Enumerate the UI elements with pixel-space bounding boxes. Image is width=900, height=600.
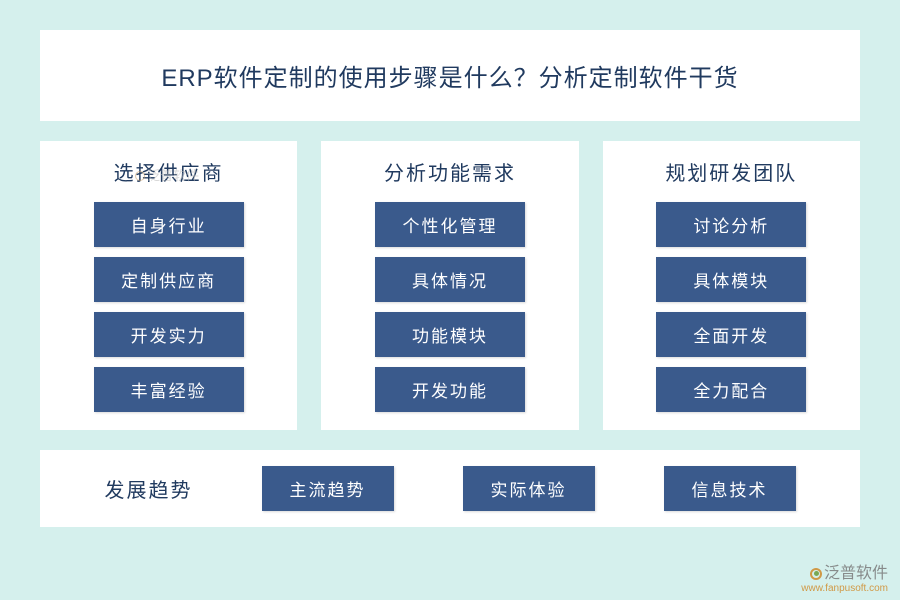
logo-icon <box>810 568 822 580</box>
footer-item-2: 实际体验 <box>463 466 595 511</box>
column-1-item-3: 开发实力 <box>94 312 244 357</box>
column-3-title: 规划研发团队 <box>665 157 797 186</box>
footer-panel: 发展趋势 主流趋势 实际体验 信息技术 <box>40 450 860 527</box>
column-1: 选择供应商 自身行业 定制供应商 开发实力 丰富经验 <box>40 141 297 430</box>
watermark-url: www.fanpusoft.com <box>801 583 888 594</box>
column-3-item-3: 全面开发 <box>656 312 806 357</box>
column-3-item-2: 具体模块 <box>656 257 806 302</box>
footer-item-3: 信息技术 <box>664 466 796 511</box>
page-title: ERP软件定制的使用步骤是什么？分析定制软件干货 <box>60 58 840 93</box>
column-1-item-4: 丰富经验 <box>94 367 244 412</box>
watermark-corner: 泛普软件 www.fanpusoft.com <box>801 565 888 594</box>
column-2-title: 分析功能需求 <box>384 157 516 186</box>
column-2-item-2: 具体情况 <box>375 257 525 302</box>
column-2-item-3: 功能模块 <box>375 312 525 357</box>
column-3: 规划研发团队 讨论分析 具体模块 全面开发 全力配合 <box>603 141 860 430</box>
column-2-item-4: 开发功能 <box>375 367 525 412</box>
column-1-item-1: 自身行业 <box>94 202 244 247</box>
title-panel: ERP软件定制的使用步骤是什么？分析定制软件干货 <box>40 30 860 121</box>
column-3-item-1: 讨论分析 <box>656 202 806 247</box>
columns-container: 选择供应商 自身行业 定制供应商 开发实力 丰富经验 分析功能需求 个性化管理 … <box>40 141 860 430</box>
watermark-brand: 泛普软件 <box>824 565 888 582</box>
column-1-item-2: 定制供应商 <box>94 257 244 302</box>
column-2: 分析功能需求 个性化管理 具体情况 功能模块 开发功能 <box>321 141 578 430</box>
footer-item-1: 主流趋势 <box>262 466 394 511</box>
footer-label: 发展趋势 <box>105 474 193 503</box>
column-2-item-1: 个性化管理 <box>375 202 525 247</box>
column-1-title: 选择供应商 <box>114 157 224 186</box>
column-3-item-4: 全力配合 <box>656 367 806 412</box>
